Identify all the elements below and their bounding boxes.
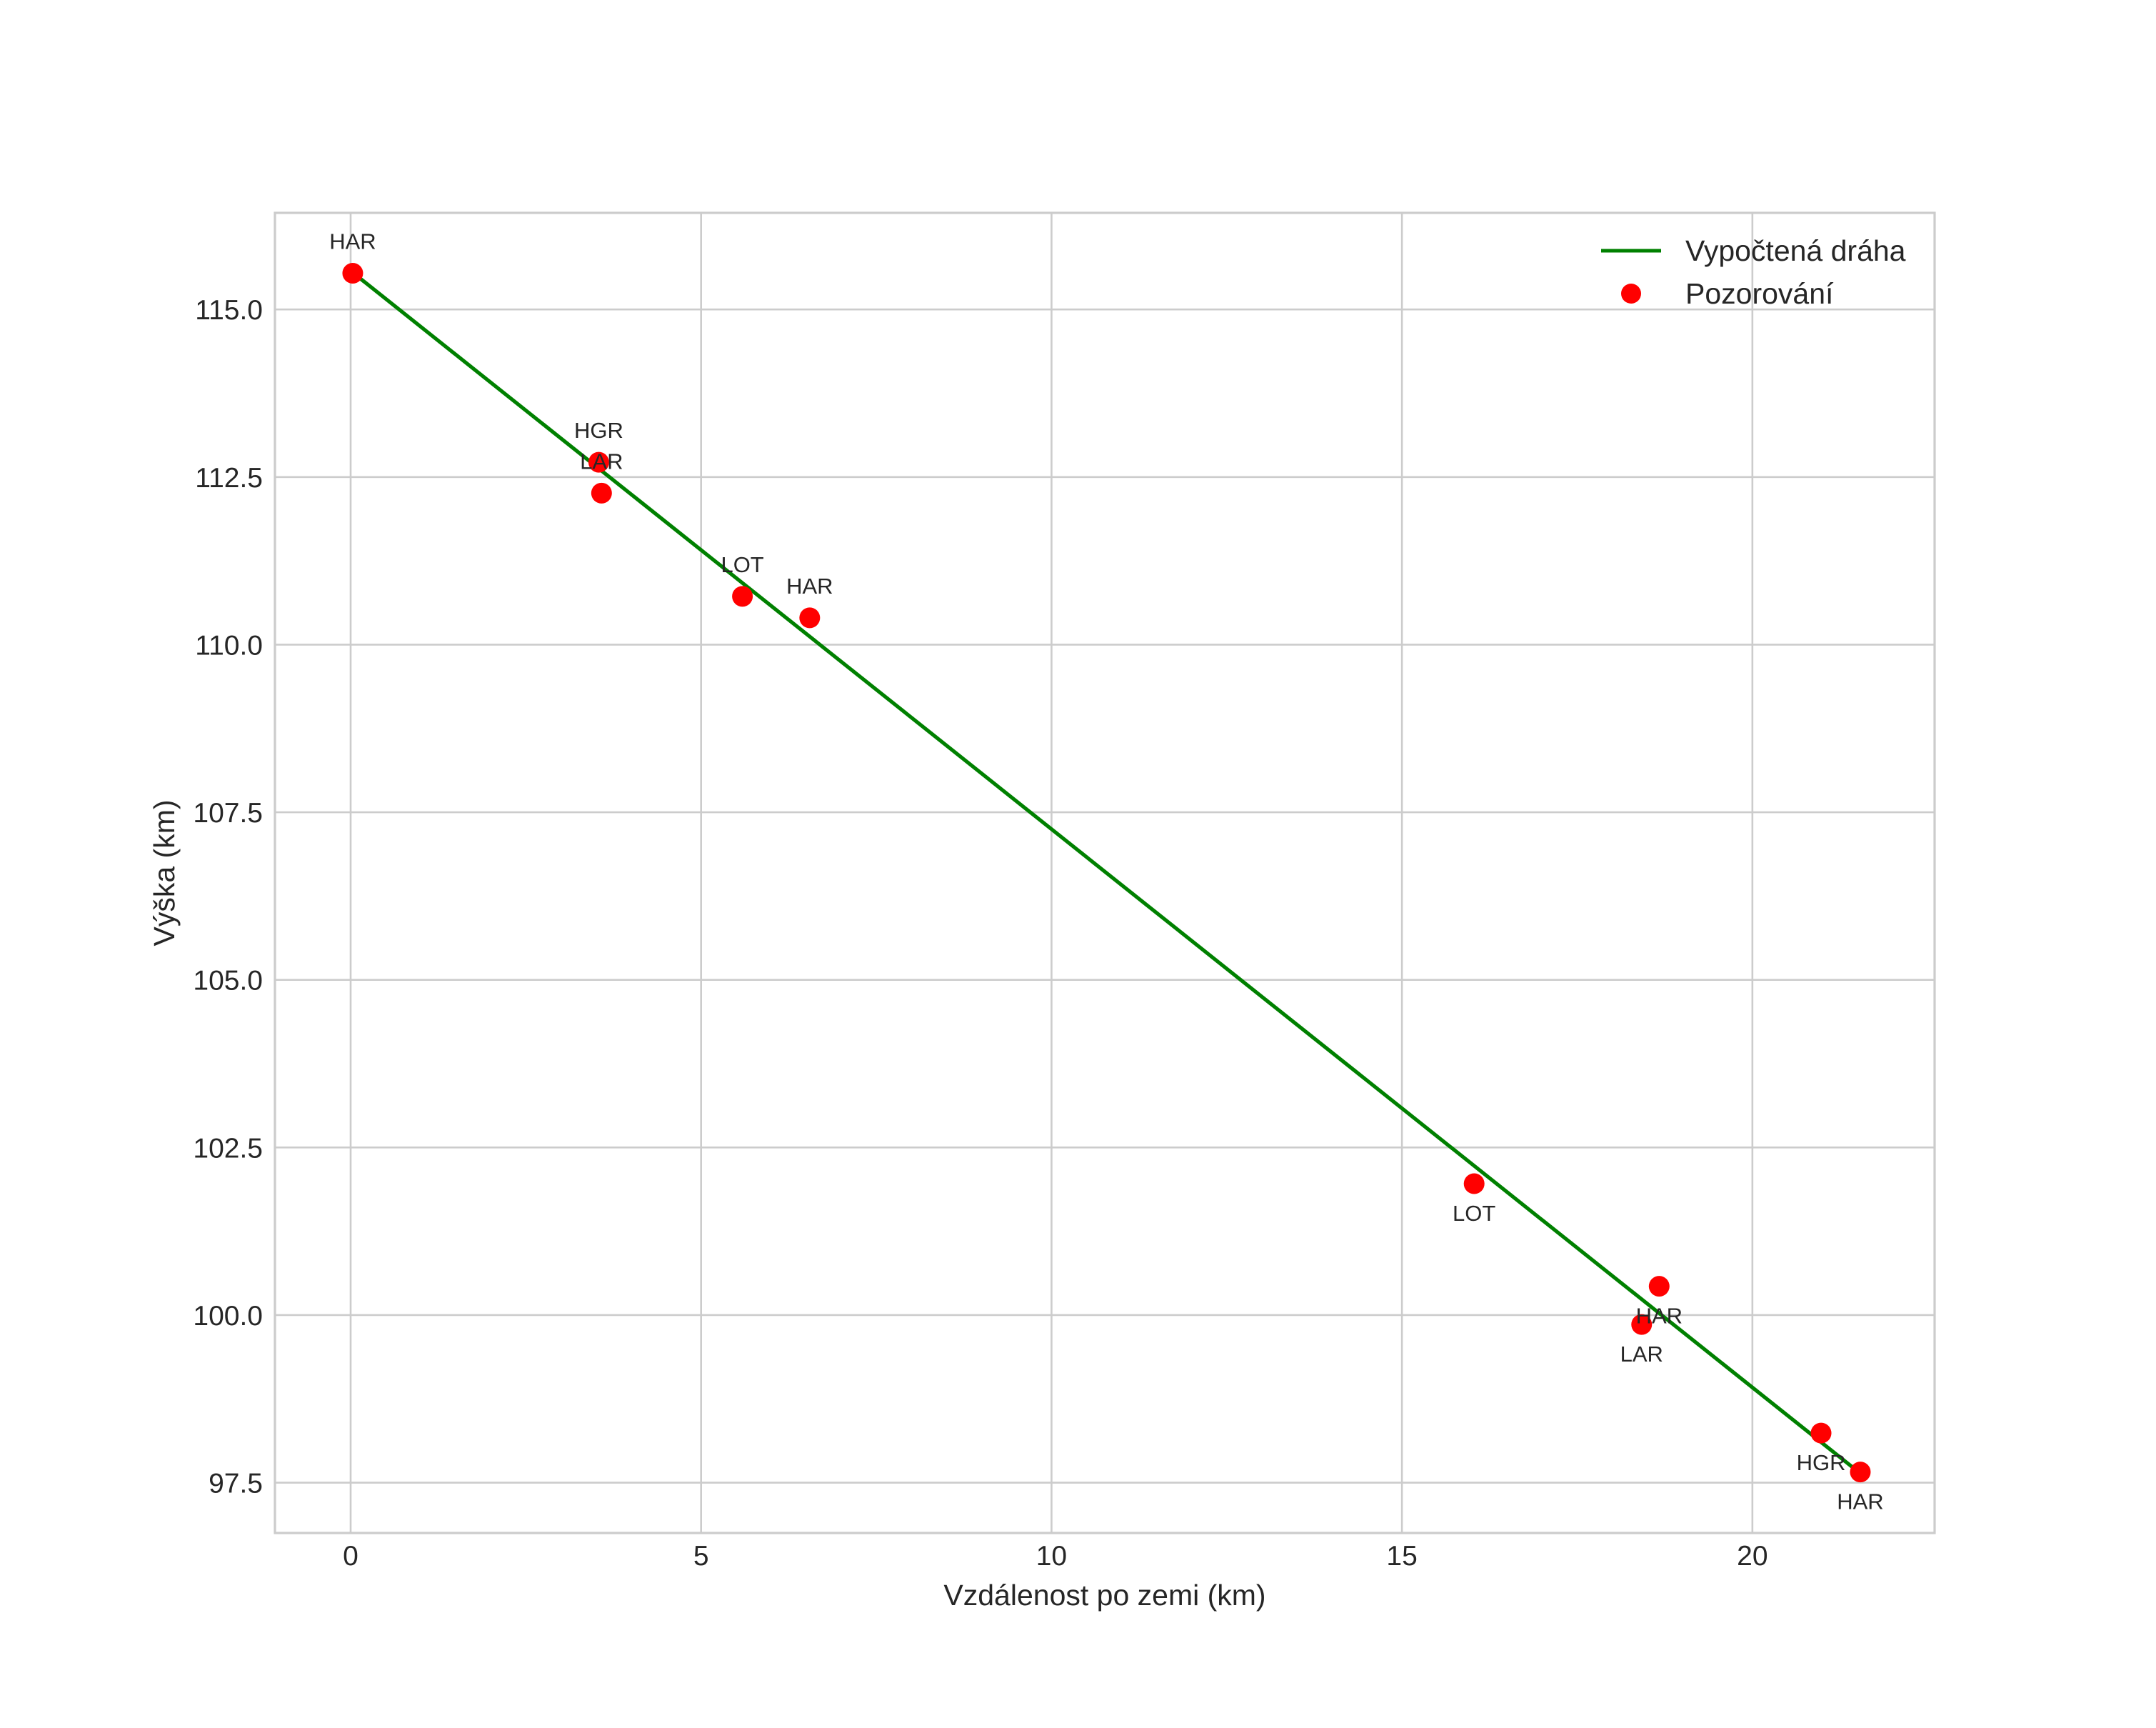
station-label: LAR xyxy=(1620,1342,1663,1367)
x-tick-label: 15 xyxy=(1386,1541,1417,1572)
x-tick-label: 0 xyxy=(343,1541,359,1572)
y-tick-label: 112.5 xyxy=(195,463,263,494)
observation-points xyxy=(342,262,1871,1483)
station-label: HGR xyxy=(574,418,623,443)
x-tick-label: 20 xyxy=(1737,1541,1768,1572)
y-tick-labels: 97.5 100.0 102.5 105.0 107.5 110.0 112.5 115.0 xyxy=(193,295,263,1499)
observation-marker xyxy=(591,482,612,504)
y-tick-label: 97.5 xyxy=(209,1469,263,1499)
x-tick-label: 5 xyxy=(693,1541,709,1572)
grid-lines xyxy=(275,213,1935,1533)
observation-marker xyxy=(732,586,753,607)
station-label: LOT xyxy=(721,552,763,577)
observation-marker xyxy=(1850,1462,1871,1483)
x-axis-label: Vzdálenost po zemi (km) xyxy=(943,1579,1265,1612)
observation-marker xyxy=(1463,1173,1485,1194)
station-labels: HAR HGR LAR LOT HAR LOT HAR LAR HGR HAR xyxy=(329,229,1883,1514)
legend-label-observations: Pozorování xyxy=(1685,277,1834,310)
y-tick-label: 115.0 xyxy=(195,295,263,326)
y-tick-label: 107.5 xyxy=(193,798,263,829)
station-label: HGR xyxy=(1797,1450,1846,1475)
y-tick-label: 100.0 xyxy=(193,1301,263,1332)
y-tick-label: 102.5 xyxy=(193,1133,263,1164)
station-label: HAR xyxy=(329,229,376,254)
legend-label-computed-trajectory: Vypočtená dráha xyxy=(1685,234,1906,267)
observation-marker xyxy=(1648,1276,1670,1297)
y-tick-label: 110.0 xyxy=(195,630,263,661)
observation-marker xyxy=(342,262,363,284)
observation-marker xyxy=(1810,1422,1832,1444)
legend-marker-swatch xyxy=(1621,284,1641,304)
plot-area-border xyxy=(274,211,1936,1534)
observation-marker xyxy=(1631,1314,1653,1335)
observation-marker xyxy=(588,451,609,473)
station-label: HAR xyxy=(1636,1304,1683,1329)
legend: Vypočtená dráha Pozorování xyxy=(1601,234,1906,310)
station-label: LOT xyxy=(1453,1201,1495,1226)
observation-marker xyxy=(799,607,821,629)
x-tick-labels: 0 5 10 15 20 xyxy=(343,1541,1768,1572)
station-label: HAR xyxy=(786,574,833,599)
station-label: HAR xyxy=(1837,1489,1883,1514)
axes-frame xyxy=(274,211,1936,1534)
x-tick-label: 10 xyxy=(1036,1541,1067,1572)
station-label: LAR xyxy=(580,449,623,474)
y-tick-label: 105.0 xyxy=(193,966,263,997)
y-axis-label: Výška (km) xyxy=(148,800,181,947)
